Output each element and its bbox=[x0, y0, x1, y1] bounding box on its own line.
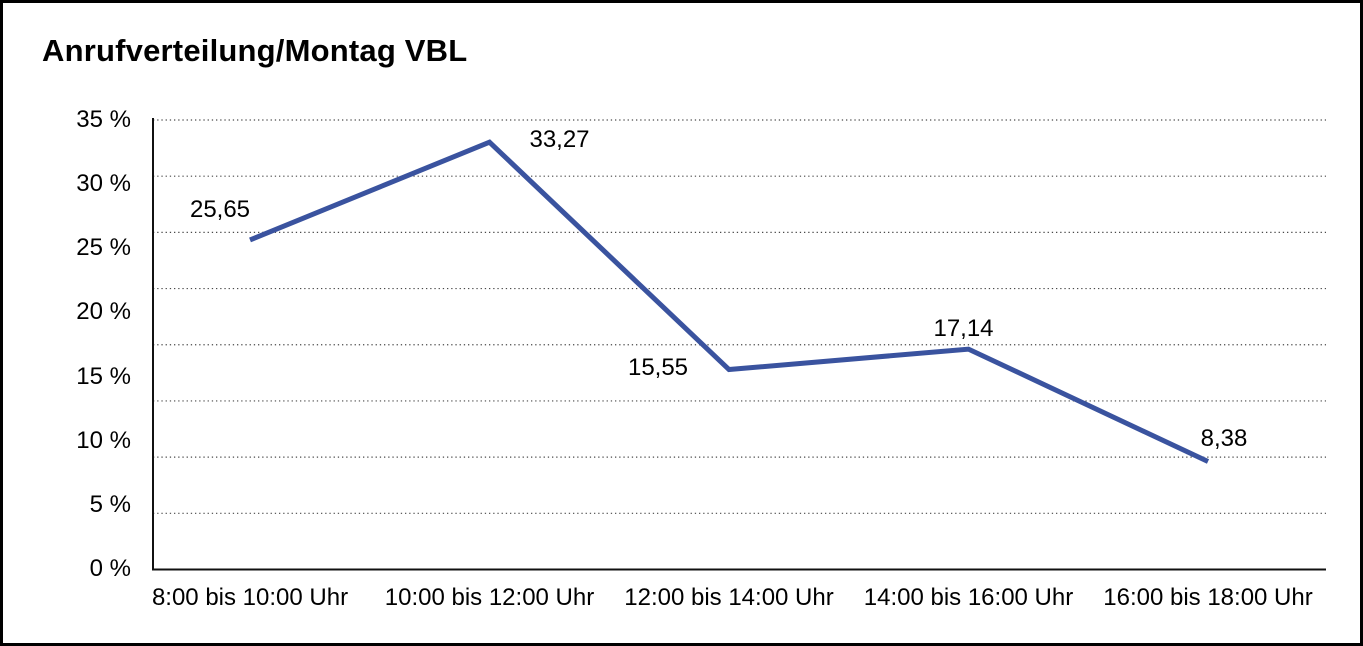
data-point-label: 15,55 bbox=[627, 353, 689, 381]
y-tick-label: 15 % bbox=[76, 362, 131, 390]
y-tick-label: 35 % bbox=[76, 106, 131, 133]
x-category-label: 14:00 bis 16:00 Uhr bbox=[863, 584, 1074, 611]
chart-title: Anrufverteilung/Montag VBL bbox=[42, 33, 468, 68]
line-chart-plot bbox=[152, 118, 1326, 571]
y-tick-label: 10 % bbox=[76, 426, 131, 454]
x-category-label: 12:00 bis 14:00 Uhr bbox=[624, 584, 834, 611]
data-point-label: 25,65 bbox=[189, 195, 251, 223]
y-tick-label: 5 % bbox=[89, 490, 131, 518]
x-category-label: 16:00 bis 18:00 Uhr bbox=[1103, 584, 1313, 611]
y-tick-label: 30 % bbox=[76, 170, 131, 198]
y-tick-label: 25 % bbox=[76, 234, 131, 262]
data-point-label: 33,27 bbox=[529, 126, 590, 154]
y-tick-label: 0 % bbox=[89, 555, 131, 582]
data-line bbox=[249, 139, 1210, 464]
data-point-label: 17,14 bbox=[933, 315, 994, 343]
data-point-label: 8,38 bbox=[1200, 425, 1248, 453]
y-tick-label: 20 % bbox=[76, 298, 131, 326]
x-category-label: 10:00 bis 12:00 Uhr bbox=[384, 584, 595, 611]
x-category-label: 8:00 bis 10:00 Uhr bbox=[151, 584, 349, 611]
